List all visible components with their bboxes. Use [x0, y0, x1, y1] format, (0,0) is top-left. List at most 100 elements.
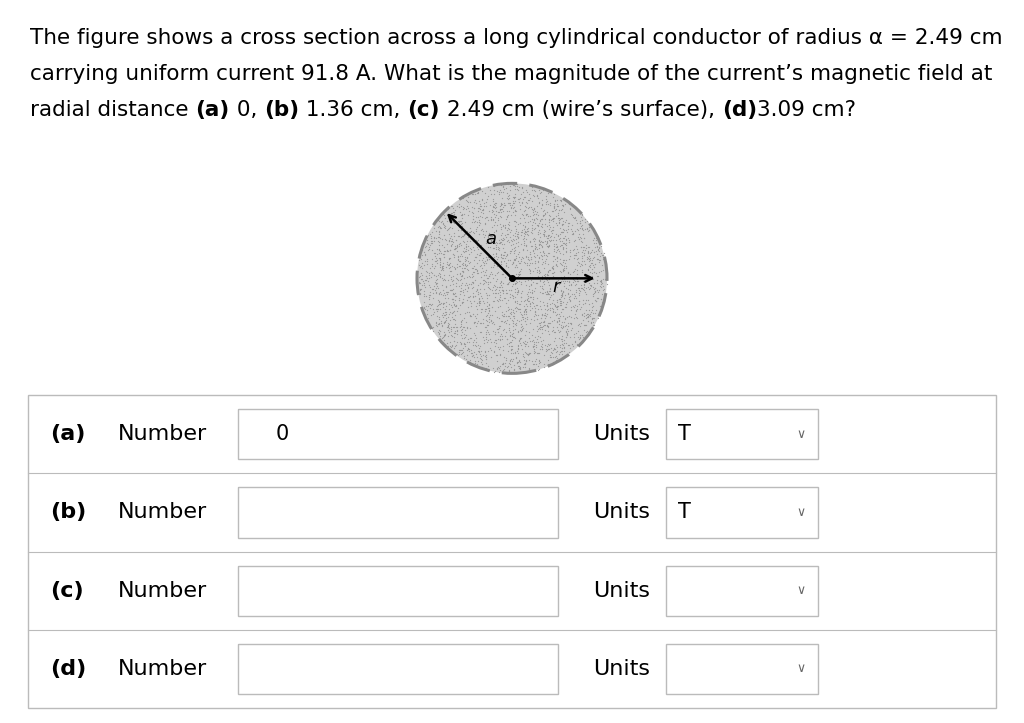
Point: [485, 261, 502, 273]
Point: [469, 248, 485, 260]
Point: [585, 316, 601, 328]
Point: [481, 230, 498, 241]
Point: [524, 257, 541, 268]
Point: [465, 334, 481, 346]
Point: [512, 256, 528, 268]
Point: [573, 252, 590, 264]
Point: [472, 326, 488, 338]
Point: [484, 281, 501, 293]
Point: [573, 266, 590, 278]
Point: [587, 233, 603, 244]
Point: [452, 255, 468, 267]
Point: [419, 255, 435, 267]
Point: [440, 222, 457, 234]
Point: [519, 348, 536, 360]
Point: [493, 210, 509, 221]
Point: [431, 303, 447, 315]
Point: [420, 312, 436, 323]
Point: [464, 272, 480, 283]
Point: [522, 253, 539, 265]
Point: [578, 216, 594, 228]
Point: [584, 314, 600, 325]
Point: [521, 235, 538, 247]
Point: [567, 287, 584, 299]
Point: [483, 317, 500, 329]
Point: [546, 202, 562, 214]
Point: [492, 203, 508, 215]
Point: [558, 301, 574, 312]
Point: [573, 282, 590, 294]
Point: [470, 279, 486, 291]
Point: [532, 295, 549, 307]
Point: [450, 241, 466, 252]
Point: [445, 299, 462, 311]
Point: [531, 281, 548, 292]
Point: [423, 236, 439, 247]
Point: [462, 196, 478, 208]
Point: [446, 288, 463, 300]
Point: [438, 258, 455, 270]
Point: [553, 285, 569, 296]
Point: [586, 283, 602, 295]
Point: [494, 328, 510, 340]
Point: [559, 296, 575, 307]
Point: [535, 184, 551, 195]
Point: [433, 288, 450, 299]
Point: [483, 315, 500, 327]
Point: [456, 352, 472, 364]
Point: [421, 241, 437, 253]
Point: [510, 268, 526, 280]
Point: [527, 282, 544, 294]
Point: [525, 346, 542, 357]
Point: [415, 275, 431, 286]
Point: [548, 247, 564, 258]
Point: [523, 184, 540, 195]
Point: [459, 236, 475, 247]
Point: [445, 243, 462, 254]
Point: [528, 244, 545, 255]
Point: [559, 320, 575, 331]
Point: [423, 231, 439, 242]
Point: [538, 189, 554, 201]
Point: [493, 257, 509, 268]
Point: [571, 272, 588, 283]
Point: [551, 216, 567, 228]
Point: [562, 317, 579, 328]
Point: [429, 254, 445, 265]
Point: [520, 363, 537, 375]
Point: [428, 317, 444, 329]
Point: [531, 364, 548, 375]
Point: [538, 257, 554, 269]
Point: [549, 251, 565, 262]
Point: [593, 276, 609, 288]
Point: [536, 249, 552, 261]
Point: [477, 187, 494, 199]
Point: [568, 273, 585, 284]
Point: [541, 247, 557, 259]
Point: [519, 288, 536, 300]
Point: [497, 223, 513, 234]
Point: [454, 277, 470, 288]
Point: [498, 182, 514, 194]
Point: [538, 307, 554, 319]
Point: [499, 210, 515, 222]
Point: [468, 303, 484, 315]
Point: [430, 231, 446, 243]
Point: [518, 186, 535, 197]
Point: [470, 315, 486, 326]
Point: [496, 323, 512, 335]
Point: [586, 300, 602, 312]
Point: [534, 235, 550, 247]
Point: [552, 254, 568, 265]
Point: [528, 341, 545, 353]
Point: [514, 325, 530, 336]
Point: [464, 351, 480, 362]
Point: [569, 275, 586, 286]
Point: [416, 247, 432, 258]
Point: [595, 273, 611, 285]
Point: [540, 229, 556, 241]
Point: [574, 223, 591, 234]
Point: [439, 317, 456, 329]
Point: [439, 321, 456, 333]
Point: [469, 188, 485, 200]
